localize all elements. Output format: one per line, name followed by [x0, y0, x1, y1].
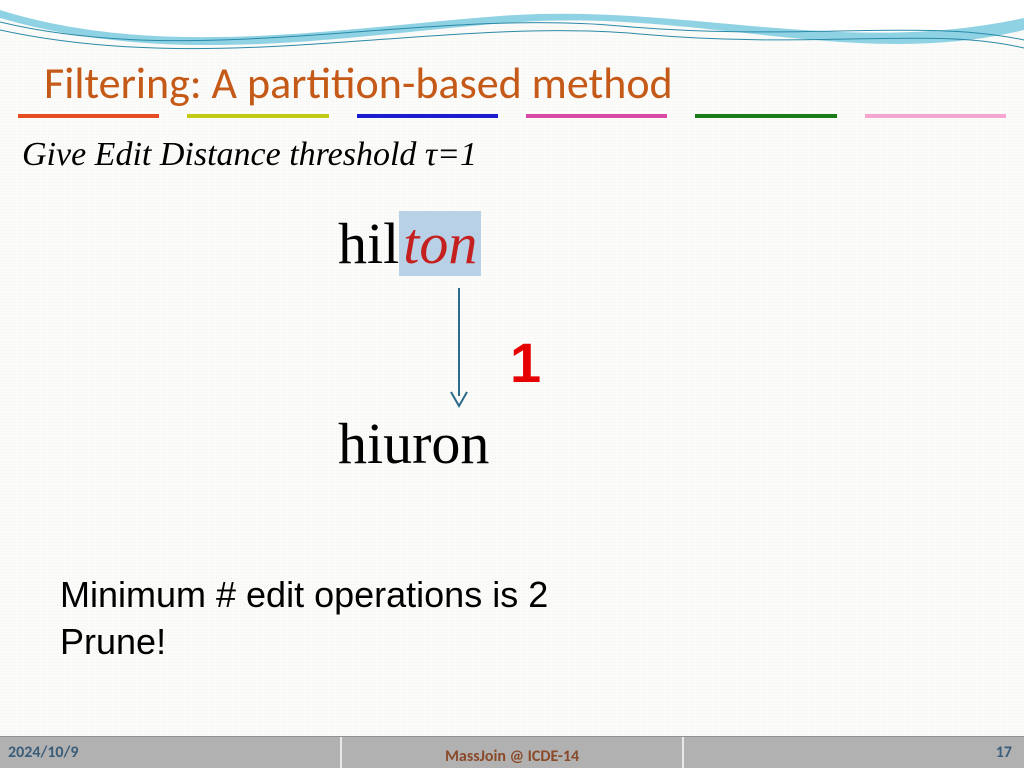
wave-white: [0, 0, 1024, 37]
word-target: hiuron: [338, 410, 489, 477]
footer-cell-page: 17: [684, 737, 1024, 768]
footer-cell-date: 2024/10/9: [0, 737, 342, 768]
wave-line-1: [0, 22, 1024, 41]
footer-page-number: 17: [996, 743, 1012, 762]
underline-seg-4: [526, 114, 667, 118]
underline-seg-6: [865, 114, 1006, 118]
underline-seg-1: [18, 114, 159, 118]
body-line-2: Prune!: [60, 619, 548, 666]
underline-seg-5: [695, 114, 836, 118]
wave-fill: [0, 0, 1024, 45]
footer-venue: MassJoin @ ICDE-14: [445, 747, 579, 766]
word-source-suffix-highlight: ton: [399, 211, 481, 276]
subtitle: Give Edit Distance threshold τ=1: [22, 136, 477, 174]
wave-line-2: [0, 30, 1024, 49]
word-source-prefix: hil: [338, 211, 399, 276]
underline-seg-3: [357, 114, 498, 118]
word-source: hilton: [338, 210, 481, 277]
underline-seg-2: [187, 114, 328, 118]
edit-count: 1: [510, 330, 541, 395]
footer-date: 2024/10/9: [8, 743, 79, 762]
arrow-down-icon: [447, 288, 471, 408]
body-text: Minimum # edit operations is 2 Prune!: [60, 572, 548, 666]
footer-bar: 2024/10/9 MassJoin @ ICDE-14 17: [0, 736, 1024, 768]
slide-title: Filtering: A partition-based method: [44, 56, 673, 110]
body-line-1: Minimum # edit operations is 2: [60, 572, 548, 619]
title-underline: [18, 114, 1006, 120]
footer-cell-venue: MassJoin @ ICDE-14: [342, 737, 684, 768]
